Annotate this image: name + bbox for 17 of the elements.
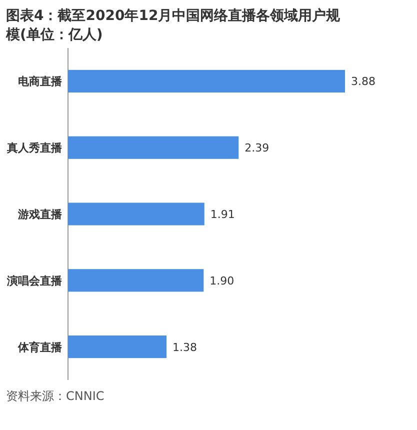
y-tick-label: 游戏直播 [17,208,63,221]
data-label: 3.88 [351,75,376,88]
data-label: 1.38 [172,340,198,354]
data-label: 1.90 [210,274,234,288]
data-label: 2.39 [244,142,270,155]
y-tick-label: 体育直播 [17,340,63,354]
bar [68,136,239,159]
y-tick-label: 真人秀直播 [6,142,63,155]
y-tick-label: 电商直播 [18,75,63,88]
bar [68,336,167,358]
bar [68,202,204,226]
data-label: 1.91 [210,208,235,221]
bar [68,70,345,92]
y-tick-label: 演唱会直播 [6,274,63,288]
chart-title: 图表4：截至2020年12月中国网络直播各领域用户规模(单位：亿人) [5,7,342,43]
text: 资料来源：CNNIC [6,389,104,403]
bar [68,269,204,292]
